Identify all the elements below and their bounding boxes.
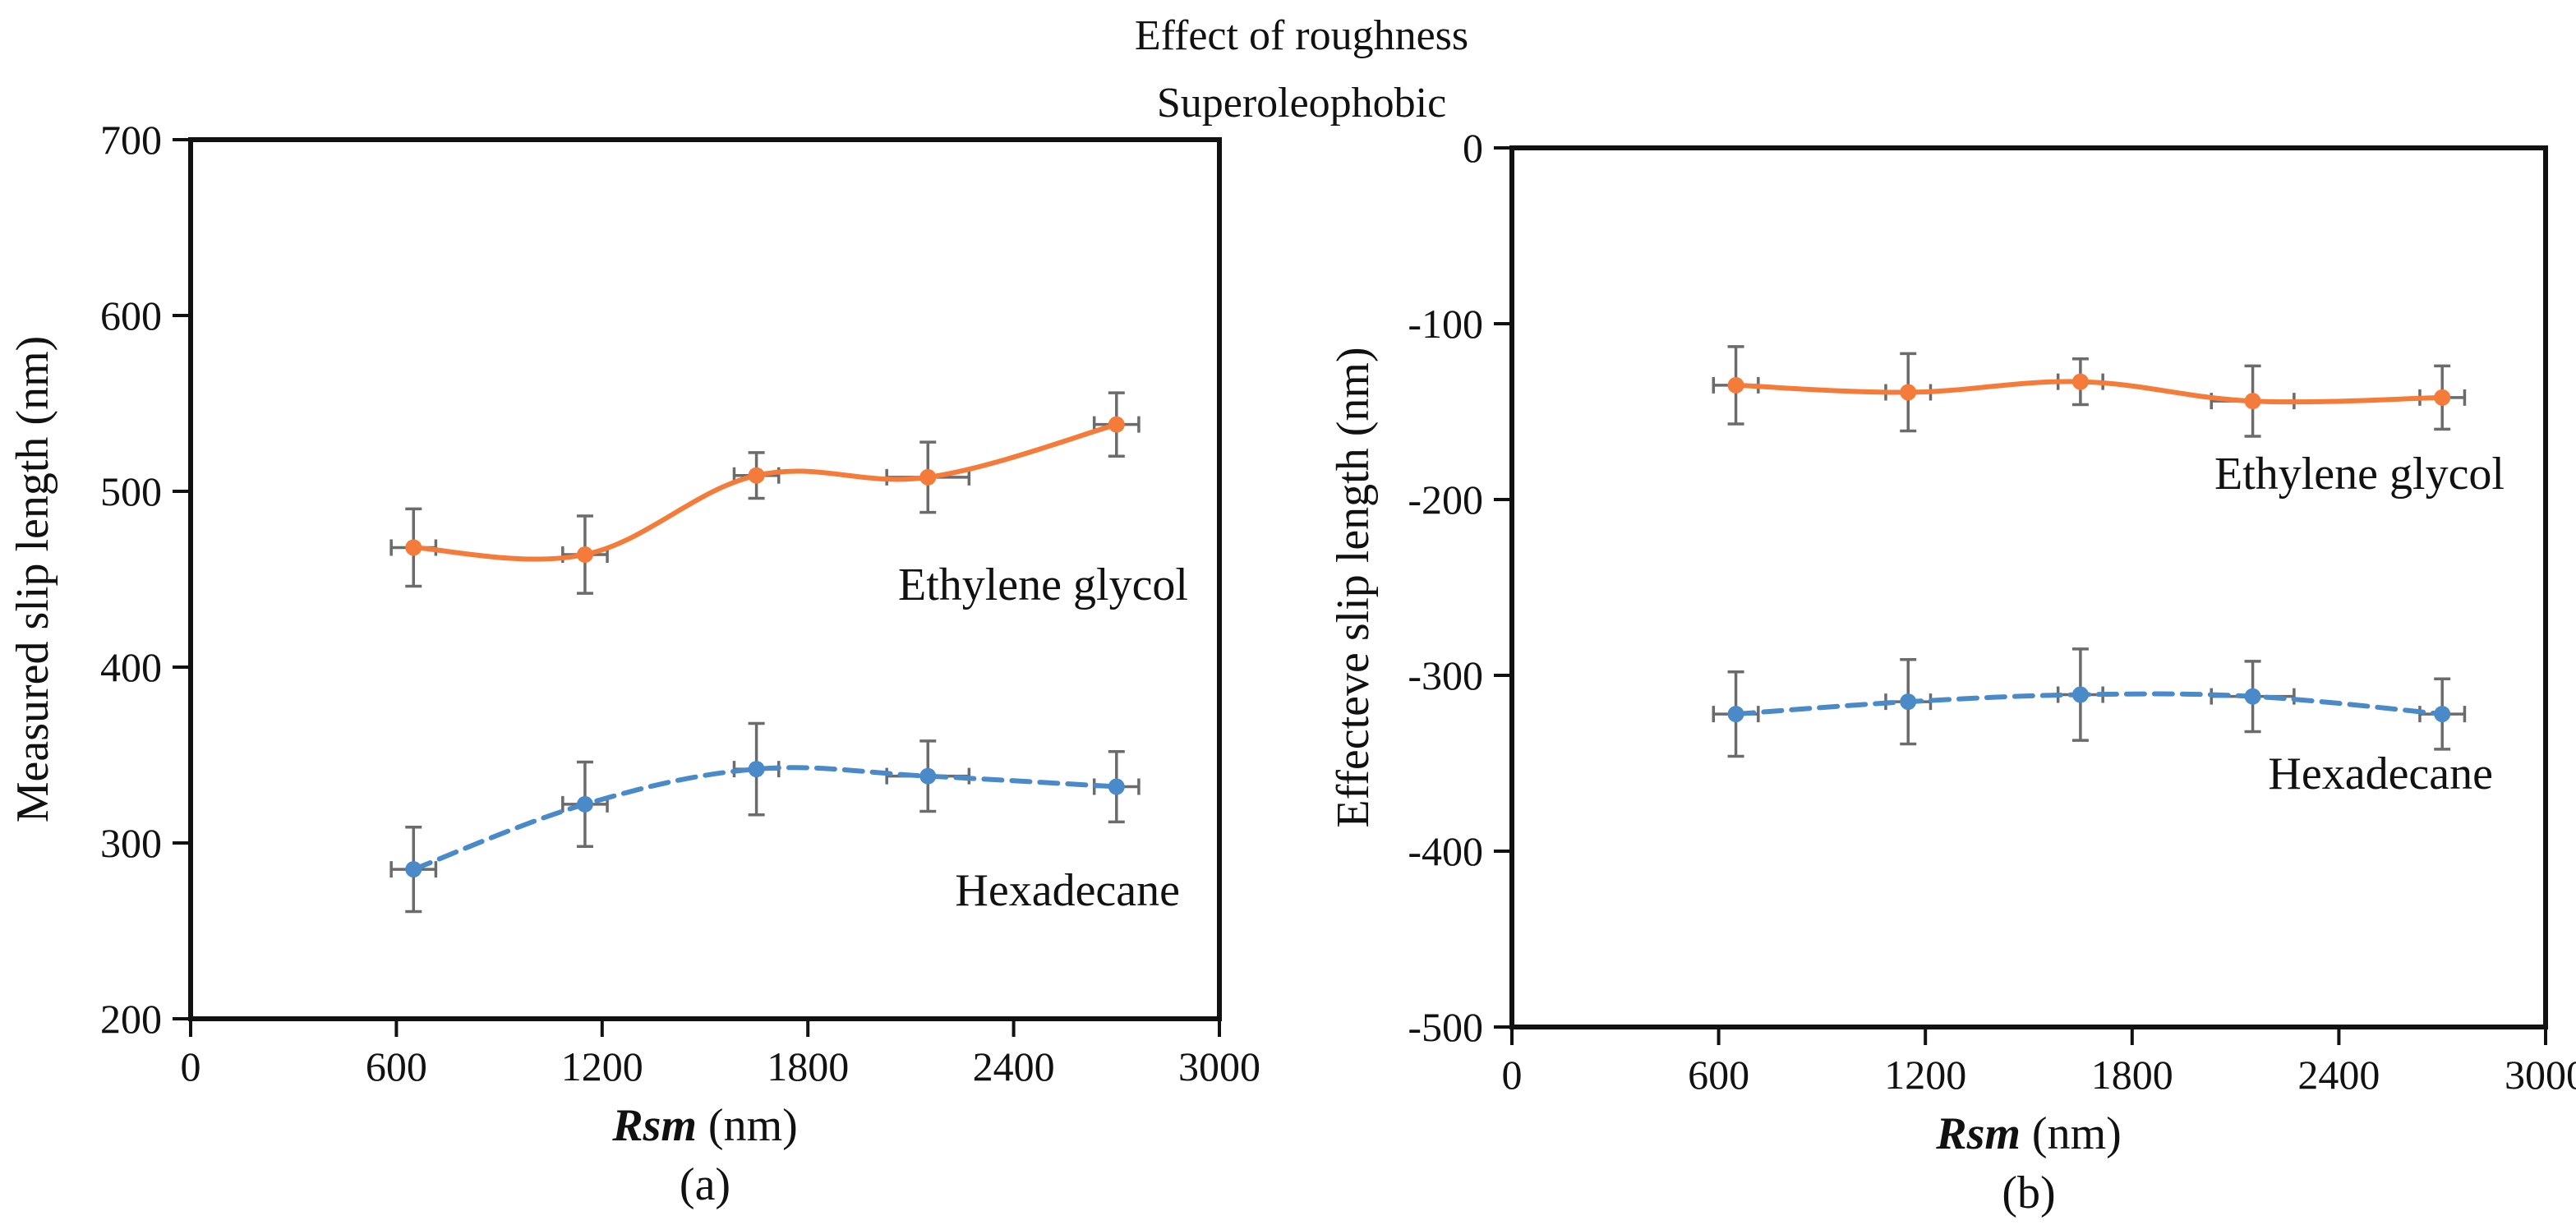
x-tick-label-a-1: 600 — [366, 1043, 427, 1089]
y-axis-label-b: Effecteve slip length (nm) — [1328, 347, 1379, 827]
data-point-a-hexadecane-2 — [748, 761, 765, 778]
data-point-a-ethylene-glycol-4 — [1108, 416, 1125, 433]
x-tick-label-b-1: 600 — [1688, 1052, 1749, 1098]
data-point-a-ethylene-glycol-1 — [576, 546, 593, 564]
panel-caption-a: (a) — [680, 1159, 730, 1210]
data-point-b-ethylene-glycol-4 — [2434, 389, 2451, 406]
y-tick-label-b-4: -400 — [1408, 828, 1483, 874]
series-line-a-hexadecane — [411, 765, 1119, 873]
data-point-b-ethylene-glycol-0 — [1727, 376, 1744, 394]
x-tick-label-a-2: 1200 — [561, 1043, 643, 1089]
x-tick-label-b-0: 0 — [1502, 1052, 1523, 1098]
series-label-b-ethylene-glycol: Ethylene glycol — [2214, 449, 2505, 500]
data-point-a-hexadecane-1 — [576, 795, 593, 813]
data-point-a-hexadecane-4 — [1108, 778, 1125, 795]
series-line-b-hexadecane — [1733, 691, 2445, 717]
data-point-a-ethylene-glycol-3 — [919, 468, 937, 486]
data-point-b-hexadecane-1 — [1900, 693, 1917, 711]
plot-frame-b — [1509, 145, 2548, 1029]
series-label-b-hexadecane: Hexadecane — [2268, 748, 2493, 799]
x-tick-label-b-4: 2400 — [2297, 1052, 2380, 1098]
y-axis-label-a: Measured slip length (nm) — [7, 336, 58, 823]
series-line-b-ethylene-glycol — [1733, 379, 2445, 405]
data-point-a-ethylene-glycol-0 — [405, 539, 422, 556]
panel-a-chart: 0 600 1200 1800 2400 3000 200 300 400 500 600 700 Me… — [7, 117, 1260, 1210]
y-tick-label-a-1: 300 — [100, 820, 162, 866]
data-point-b-hexadecane-4 — [2434, 706, 2451, 723]
x-axis-label-symbol-b: Rsm — [1935, 1108, 2021, 1159]
x-tick-label-a-5: 3000 — [1178, 1043, 1260, 1089]
y-tick-label-b-0: 0 — [1463, 125, 1483, 171]
y-tick-label-b-5: -500 — [1408, 1004, 1483, 1050]
y-tick-label-a-4: 600 — [100, 292, 162, 338]
data-point-b-ethylene-glycol-3 — [2244, 393, 2261, 410]
data-point-a-hexadecane-3 — [919, 767, 937, 785]
x-axis-label-a: Rsm (nm) — [611, 1100, 798, 1151]
x-tick-label-a-0: 0 — [181, 1043, 201, 1089]
data-point-a-ethylene-glycol-2 — [748, 467, 765, 484]
y-tick-label-b-3: -300 — [1408, 652, 1483, 698]
x-tick-label-b-2: 1200 — [1884, 1052, 1966, 1098]
y-tick-label-a-2: 400 — [100, 644, 162, 690]
x-axis-label-b: Rsm (nm) — [1935, 1108, 2122, 1159]
x-tick-label-a-4: 2400 — [973, 1043, 1055, 1089]
y-tick-label-b-1: -100 — [1408, 301, 1483, 347]
data-point-b-hexadecane-2 — [2071, 686, 2089, 703]
y-tick-label-a-5: 700 — [100, 117, 162, 163]
data-point-b-ethylene-glycol-1 — [1900, 384, 1917, 401]
series-label-a-ethylene-glycol: Ethylene glycol — [898, 560, 1188, 610]
panel-b-chart: 0 600 1200 1800 2400 3000 0 -100 -200 -300 -400 -50… — [1328, 125, 2576, 1218]
figure-title-line2: Superoleophobic — [1157, 80, 1446, 127]
x-axis-label-unit-a: (nm) — [697, 1100, 798, 1151]
data-point-a-hexadecane-0 — [405, 861, 422, 878]
data-point-b-ethylene-glycol-2 — [2071, 373, 2089, 390]
y-tick-label-b-2: -200 — [1408, 477, 1483, 523]
x-tick-label-b-5: 3000 — [2505, 1052, 2576, 1098]
series-label-a-hexadecane: Hexadecane — [955, 865, 1180, 916]
y-tick-label-a-3: 500 — [100, 468, 162, 514]
y-tick-label-a-0: 200 — [100, 996, 162, 1042]
panel-caption-b: (b) — [2002, 1167, 2055, 1218]
x-tick-label-a-3: 1800 — [767, 1043, 849, 1089]
series-line-a-ethylene-glycol — [411, 421, 1119, 562]
x-axis-label-unit-b: (nm) — [2021, 1108, 2122, 1159]
x-axis-label-symbol-a: Rsm — [611, 1100, 697, 1151]
x-tick-label-b-3: 1800 — [2091, 1052, 2173, 1098]
plot-frame-a — [188, 137, 1222, 1021]
figure-title-line1: Effect of roughness — [1135, 12, 1468, 59]
data-point-b-hexadecane-0 — [1727, 706, 1744, 723]
data-point-b-hexadecane-3 — [2244, 688, 2261, 705]
